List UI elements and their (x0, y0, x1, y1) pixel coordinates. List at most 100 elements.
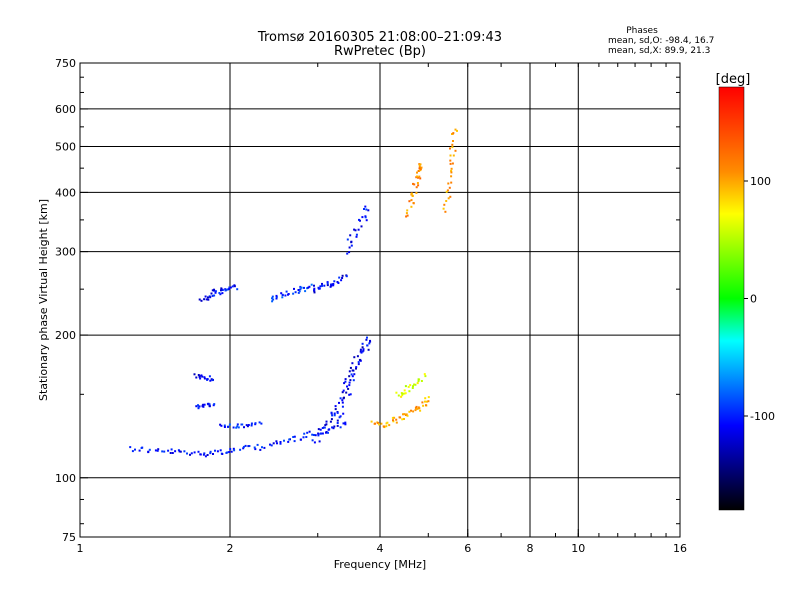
data-point (332, 284, 335, 287)
data-point (147, 450, 150, 453)
data-point (329, 285, 332, 288)
data-point (452, 154, 455, 157)
data-point (449, 147, 451, 150)
data-point (337, 282, 340, 284)
y-axis-ticks: 75 100 200 300 400 500 600 750 (55, 57, 680, 544)
data-point (287, 440, 290, 443)
data-point (332, 283, 335, 285)
data-point (351, 375, 354, 378)
data-point (450, 167, 453, 170)
data-point (219, 423, 222, 426)
data-point (226, 288, 229, 291)
data-point (253, 446, 256, 449)
data-point (236, 423, 239, 426)
data-point (413, 183, 416, 186)
x-tick-label: 16 (673, 542, 687, 555)
data-point (412, 202, 415, 205)
data-point (211, 289, 214, 292)
data-point (330, 418, 333, 421)
x-tick-label: 8 (527, 542, 534, 555)
data-point (403, 392, 406, 395)
data-point (388, 424, 391, 427)
data-point (344, 421, 347, 424)
y-tick-label: 100 (55, 472, 76, 485)
data-point (313, 289, 316, 292)
y-tick-label: 75 (62, 531, 76, 544)
data-point (324, 424, 327, 427)
data-point (207, 296, 209, 299)
y-tick-label: 500 (55, 140, 76, 153)
data-point (294, 291, 297, 294)
data-point (299, 285, 302, 288)
phase-stats-heading: Phases (626, 26, 658, 36)
data-point (417, 380, 420, 383)
data-point (197, 450, 200, 453)
data-point (427, 396, 430, 399)
y-tick-label: 750 (55, 57, 76, 70)
data-point (211, 294, 214, 297)
data-point (444, 210, 447, 213)
data-point (346, 252, 349, 255)
data-point (272, 442, 275, 445)
data-point (189, 453, 191, 456)
data-point (402, 413, 404, 416)
data-point (422, 404, 425, 407)
data-point (219, 293, 222, 296)
data-point (345, 275, 348, 278)
data-point (200, 299, 203, 302)
data-point (331, 426, 334, 429)
data-point (212, 453, 214, 455)
data-point (320, 432, 322, 435)
data-point (232, 447, 235, 450)
data-point (213, 288, 215, 291)
data-point (321, 432, 324, 435)
data-point (393, 416, 396, 419)
data-point (413, 383, 416, 386)
data-point (223, 426, 226, 428)
data-point (418, 407, 421, 410)
data-point (344, 423, 347, 426)
data-point (326, 282, 329, 285)
data-point (224, 288, 227, 291)
data-point (306, 287, 309, 290)
data-point (325, 420, 328, 423)
data-point (250, 422, 253, 425)
data-point (443, 203, 446, 206)
data-point (311, 433, 314, 436)
data-point (405, 413, 408, 416)
data-point (405, 212, 408, 215)
data-point (220, 287, 223, 290)
data-point (352, 379, 355, 382)
data-point (197, 374, 200, 376)
data-point (281, 296, 284, 299)
data-point (424, 375, 427, 378)
data-point (209, 450, 212, 453)
data-point (298, 290, 301, 293)
data-point (293, 287, 295, 290)
data-point (418, 165, 421, 168)
data-point (418, 167, 421, 170)
data-point (341, 274, 344, 277)
data-point (341, 391, 344, 394)
data-point (353, 356, 356, 359)
data-point (414, 383, 417, 386)
y-tick-label: 200 (55, 329, 76, 342)
data-point (186, 452, 188, 455)
data-point (271, 300, 274, 303)
data-point (235, 426, 238, 429)
data-point (363, 208, 365, 210)
data-point (359, 348, 362, 351)
data-point (154, 449, 157, 452)
data-point (197, 404, 199, 407)
data-point (327, 428, 330, 431)
data-point (272, 298, 275, 301)
data-point (447, 197, 450, 200)
data-point (148, 448, 151, 451)
data-point (408, 410, 411, 413)
data-point (138, 449, 141, 452)
data-point (419, 163, 422, 166)
data-point (254, 448, 257, 451)
data-point (338, 276, 341, 279)
data-point (218, 292, 221, 294)
data-point (395, 391, 398, 394)
